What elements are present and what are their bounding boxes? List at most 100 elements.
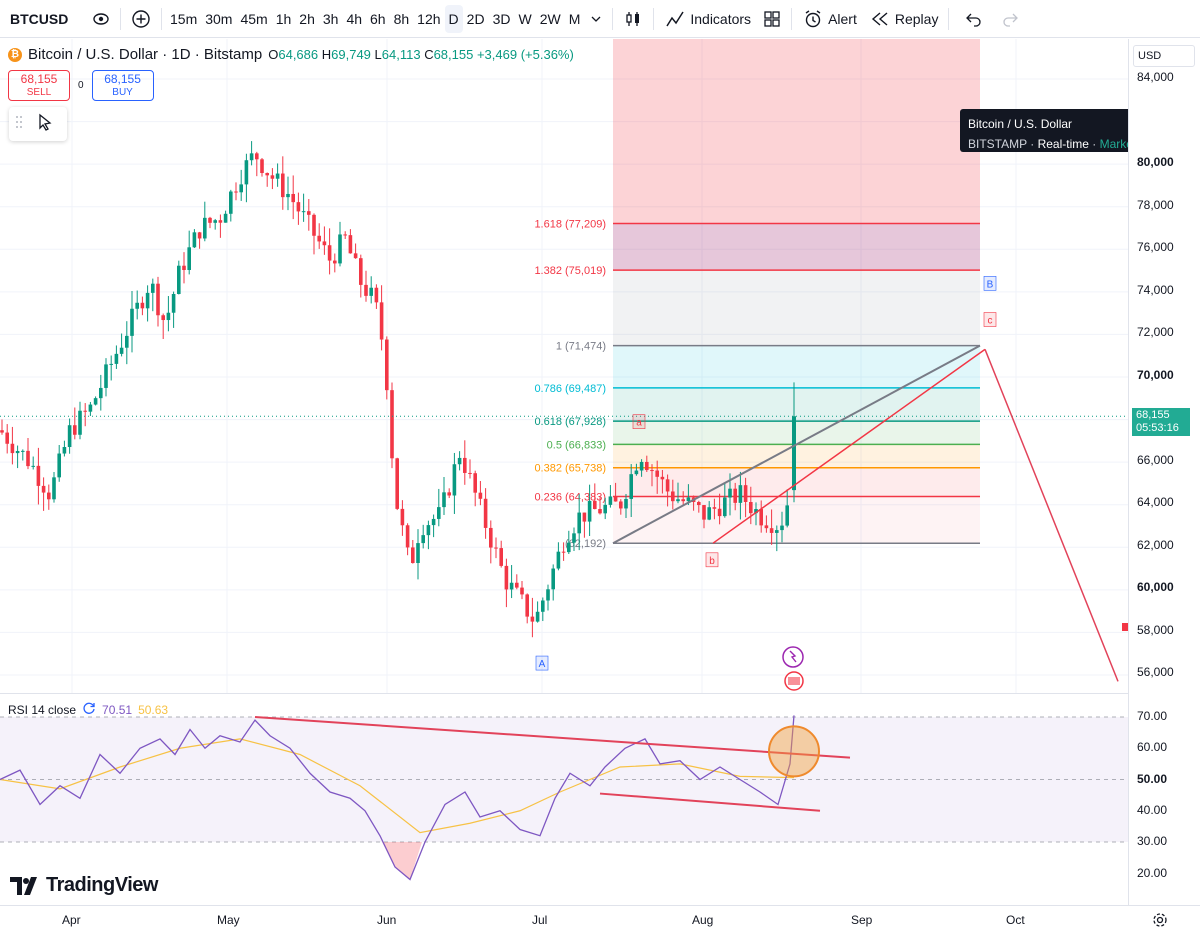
candle-body [535,611,540,622]
timeframe-6h[interactable]: 6h [370,10,386,27]
rsi-breakout-highlight [768,725,820,778]
price-scale[interactable]: USD 84,000 80,000 78,000 76,000 74,000 72,000… [1128,39,1200,905]
candle-body [494,547,498,549]
alert-button[interactable]: Alert [796,5,863,33]
rsi-ma-line [0,738,795,834]
candle-body [41,485,46,493]
fib-level-label: 0.786 (69,487) [534,383,606,395]
timeframe-2w[interactable]: 2W [539,10,561,27]
symbol-search[interactable]: BTCUSD [10,10,69,27]
candle-body [504,565,509,590]
rsi-label: RSI 14 close [8,702,77,717]
candle-body [416,543,420,564]
candle-body [161,315,165,321]
indicators-button[interactable]: Indicators [658,5,757,33]
timeframe-1h[interactable]: 1h [275,10,292,27]
candle-body [260,159,264,174]
candle-body [10,443,15,454]
candle-body [26,450,30,467]
timeframe-15m[interactable]: 15m [170,10,198,27]
timeframe-dropdown-icon[interactable] [584,5,608,33]
tooltip-exchange: BITSTAMP [968,137,1027,151]
timeframe-30m[interactable]: 30m [205,10,233,27]
candle-body [754,509,758,514]
indicators-label: Indicators [690,10,752,27]
redo-icon[interactable] [995,5,1025,33]
price-chart-pane[interactable]: 1.618 (77,209) 1.382 (75,019) 1 (71,474) 0.… [0,39,1128,693]
time-axis[interactable]: Apr May Jun Jul Aug Sep Oct [0,905,1200,932]
fib-zone [613,387,980,422]
buy-button[interactable]: 68,155 BUY [91,70,154,101]
candle-body [31,465,35,467]
timeframe-12h[interactable]: 12h [417,10,441,27]
candle-body [411,547,415,564]
drag-handle-icon[interactable] [15,115,23,134]
candle-body [400,508,405,526]
flag-stripes [788,677,800,685]
candle-body [156,283,160,316]
candle-body [723,497,727,517]
candle-body [67,425,72,448]
candle-body [374,287,379,303]
timeframe-45m[interactable]: 45m [240,10,268,27]
separator [948,7,950,30]
candle-body [561,551,566,553]
wave-label-box [632,414,646,430]
candle-body [255,153,259,160]
rsi-scale-label: 50.00 [1137,772,1168,786]
tooltip-title: Bitcoin / U.S. Dollar [968,117,1073,131]
candle-body [125,335,129,348]
candle-body [307,211,311,215]
separator [612,7,614,30]
sell-button[interactable]: 68,155 SELL [8,70,70,101]
rsi-pane[interactable] [0,693,1128,905]
candle-body [712,507,717,509]
candle-body [582,512,587,522]
candle-body [426,525,431,536]
timeframe-2h[interactable]: 2h [299,10,315,27]
cursor-icon[interactable] [37,113,53,136]
candle-body [338,234,342,264]
timeframe-d[interactable]: D [444,4,463,33]
candle-body [405,525,410,548]
timeframe-m[interactable]: M [568,10,581,27]
candle-body [286,193,290,198]
fib-level-label: 0.618 (67,928) [534,416,606,428]
candle-body [556,551,561,569]
candle-body [270,175,275,179]
refresh-icon[interactable] [82,701,96,718]
timeframe-w[interactable]: W [518,10,532,27]
add-symbol-icon[interactable] [125,5,157,33]
layouts-icon[interactable] [757,5,787,33]
fib-level-label: 0.5 (66,833) [547,439,606,451]
fib-level-label: 1.382 (75,019) [534,265,606,277]
timeframe-3d[interactable]: 3D [492,10,511,27]
timeframe-8h[interactable]: 8h [393,10,410,27]
timeframe-4h[interactable]: 4h [346,10,363,27]
compare-icon[interactable] [86,5,116,33]
candle-body [177,265,181,294]
fib-zone [613,444,980,468]
timeframe-list: 15m 30m 45m 1h 2h 3h 4h 6h 8h 12h D 2D 3D W 2W M [166,4,584,33]
currency-select[interactable]: USD [1133,45,1195,67]
price-label: 60,000 [1137,580,1174,594]
candle-body [452,464,457,496]
timeframe-2d[interactable]: 2D [466,10,485,27]
gear-icon[interactable] [1152,912,1168,932]
candle-body [291,193,295,203]
candle-body [613,496,618,502]
candle-style-icon[interactable] [617,5,649,33]
candle-body [130,308,134,336]
candle-body [489,527,493,548]
replay-button[interactable]: Replay [863,5,945,33]
undo-icon[interactable] [959,5,989,33]
rsi-scale-label: 30.00 [1137,834,1168,848]
tradingview-logo: TradingView [10,874,158,897]
price-chart-canvas: 1.618 (77,209) 1.382 (75,019) 1 (71,474) 0.… [0,39,1128,693]
candle-body [301,211,306,213]
candle-body [171,293,176,313]
candle-body [379,302,384,340]
timeframe-3h[interactable]: 3h [322,10,339,27]
candle-body [681,499,685,502]
candle-body [88,404,93,412]
